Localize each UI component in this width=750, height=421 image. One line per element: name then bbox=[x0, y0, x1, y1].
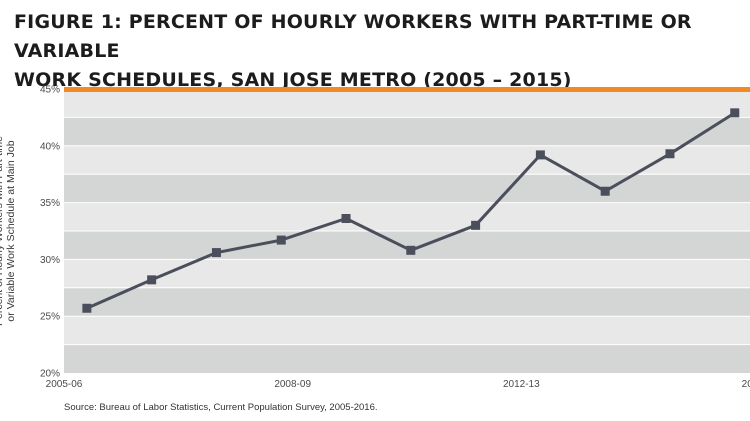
data-point bbox=[406, 245, 416, 255]
data-point bbox=[600, 186, 610, 196]
chart-title: FIGURE 1: PERCENT OF HOURLY WORKERS WITH… bbox=[14, 11, 692, 91]
source-note: Source: Bureau of Labor Statistics, Curr… bbox=[64, 402, 378, 413]
gridlines bbox=[64, 87, 750, 346]
plot-band bbox=[64, 117, 750, 146]
y-axis-label-line: Percent of Hourly Workers with Part-time bbox=[0, 136, 5, 326]
x-tick-label: 2008-09 bbox=[274, 379, 311, 390]
plot-band bbox=[64, 287, 750, 317]
y-tick-label: 20% bbox=[40, 369, 60, 380]
data-point bbox=[730, 108, 740, 118]
y-tick-label: 45% bbox=[40, 85, 60, 96]
plot-band bbox=[64, 344, 750, 373]
data-markers bbox=[82, 108, 740, 313]
y-tick-label: 30% bbox=[40, 255, 60, 266]
y-tick-label: 35% bbox=[40, 198, 60, 209]
plot-band bbox=[64, 259, 750, 288]
plot-band bbox=[64, 202, 750, 231]
plot-band bbox=[64, 145, 750, 175]
data-point bbox=[82, 303, 92, 313]
plot-band bbox=[64, 316, 750, 345]
x-tick-label: 2005-06 bbox=[46, 379, 83, 390]
y-axis-label-line: or Variable Work Schedule at Main Job bbox=[5, 140, 17, 321]
data-point bbox=[535, 150, 545, 160]
y-axis-ticks: 20% 25% 30% 35% 40% 45% bbox=[40, 85, 60, 380]
plot-band bbox=[64, 174, 750, 203]
data-point bbox=[147, 275, 157, 285]
y-axis-label: Percent of Hourly Workers with Part-time… bbox=[0, 136, 17, 326]
top-accent-rule bbox=[64, 87, 750, 92]
plot-background bbox=[64, 89, 750, 373]
y-tick-label: 40% bbox=[40, 141, 60, 152]
plot-band bbox=[64, 89, 750, 118]
data-point bbox=[276, 235, 286, 245]
x-tick-label: 201 bbox=[742, 379, 750, 390]
data-point bbox=[665, 149, 675, 159]
x-axis-ticks: 2005-06 2008-09 2012-13 201 bbox=[46, 379, 750, 390]
plot-band bbox=[64, 231, 750, 260]
data-point bbox=[211, 248, 221, 258]
data-point bbox=[341, 214, 351, 224]
x-tick-label: 2012-13 bbox=[503, 379, 540, 390]
data-point bbox=[471, 220, 481, 230]
y-tick-label: 25% bbox=[40, 312, 60, 323]
